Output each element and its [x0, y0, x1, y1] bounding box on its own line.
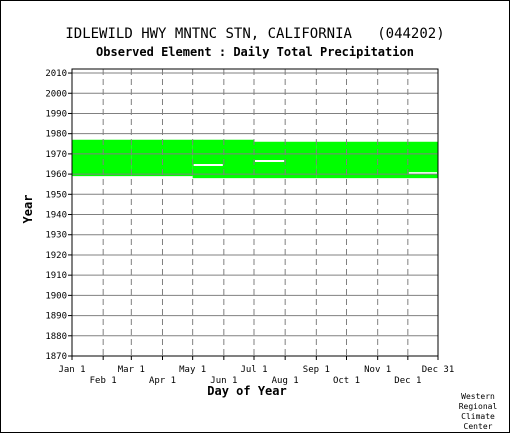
x-tick-label-8: Sep 1: [303, 365, 330, 375]
x-tick-label-4: May 1: [179, 365, 206, 375]
x-tick-label-5: Jun 1: [210, 376, 237, 386]
y-tick-label-1940: 1940: [45, 211, 67, 221]
x-tick-label-2: Mar 1: [118, 365, 145, 375]
y-tick-label-1900: 1900: [45, 291, 67, 301]
y-tick-label-1890: 1890: [45, 312, 67, 322]
x-tick-label-3: Apr 1: [149, 376, 176, 386]
y-tick-label-1920: 1920: [45, 251, 67, 261]
y-tick-label-1990: 1990: [45, 109, 67, 119]
x-tick-label-9: Oct 1: [333, 376, 360, 386]
y-axis-title: Year: [21, 195, 35, 224]
y-tick-label-1880: 1880: [45, 332, 67, 342]
y-tick-label-1970: 1970: [45, 150, 67, 160]
chart-title: IDLEWILD HWY MNTNC STN, CALIFORNIA (0442…: [65, 26, 444, 42]
credit-line-3: Center: [464, 422, 493, 431]
chart-subtitle: Observed Element : Daily Total Precipita…: [96, 45, 414, 59]
y-tick-label-1930: 1930: [45, 231, 67, 241]
y-tick-label-1910: 1910: [45, 271, 67, 281]
y-tick-label-2000: 2000: [45, 89, 67, 99]
x-tick-label-11: Dec 1: [394, 376, 421, 386]
x-tick-label-0: Jan 1: [58, 365, 85, 375]
x-tick-label-7: Aug 1: [272, 376, 299, 386]
plot-area: 1870 1880 1890 1900 1910 1920 1930 1940 1950 1960…: [45, 68, 455, 386]
credit-line-2: Climate: [461, 412, 495, 421]
data-segment-4: [316, 141, 438, 179]
y-tick-label-1980: 1980: [45, 130, 67, 140]
credit-line-0: Western: [461, 392, 495, 401]
data-segment-1: [131, 139, 193, 177]
y-tick-label-1950: 1950: [45, 190, 67, 200]
plot-border: [71, 68, 439, 357]
y-tick-label-2010: 2010: [45, 69, 67, 79]
data-segment-0: [72, 139, 132, 177]
x-tick-label-12: Dec 31: [422, 365, 455, 375]
data-segment-2: [192, 139, 254, 179]
x-axis-title: Day of Year: [207, 384, 286, 398]
x-tick-label-6: Jul 1: [240, 365, 267, 375]
y-tick-label-1870: 1870: [45, 352, 67, 362]
x-tick-label-1: Feb 1: [90, 376, 117, 386]
credit-line-1: Regional: [459, 402, 498, 411]
y-tick-label-1960: 1960: [45, 170, 67, 180]
x-tick-label-10: Nov 1: [364, 365, 391, 375]
